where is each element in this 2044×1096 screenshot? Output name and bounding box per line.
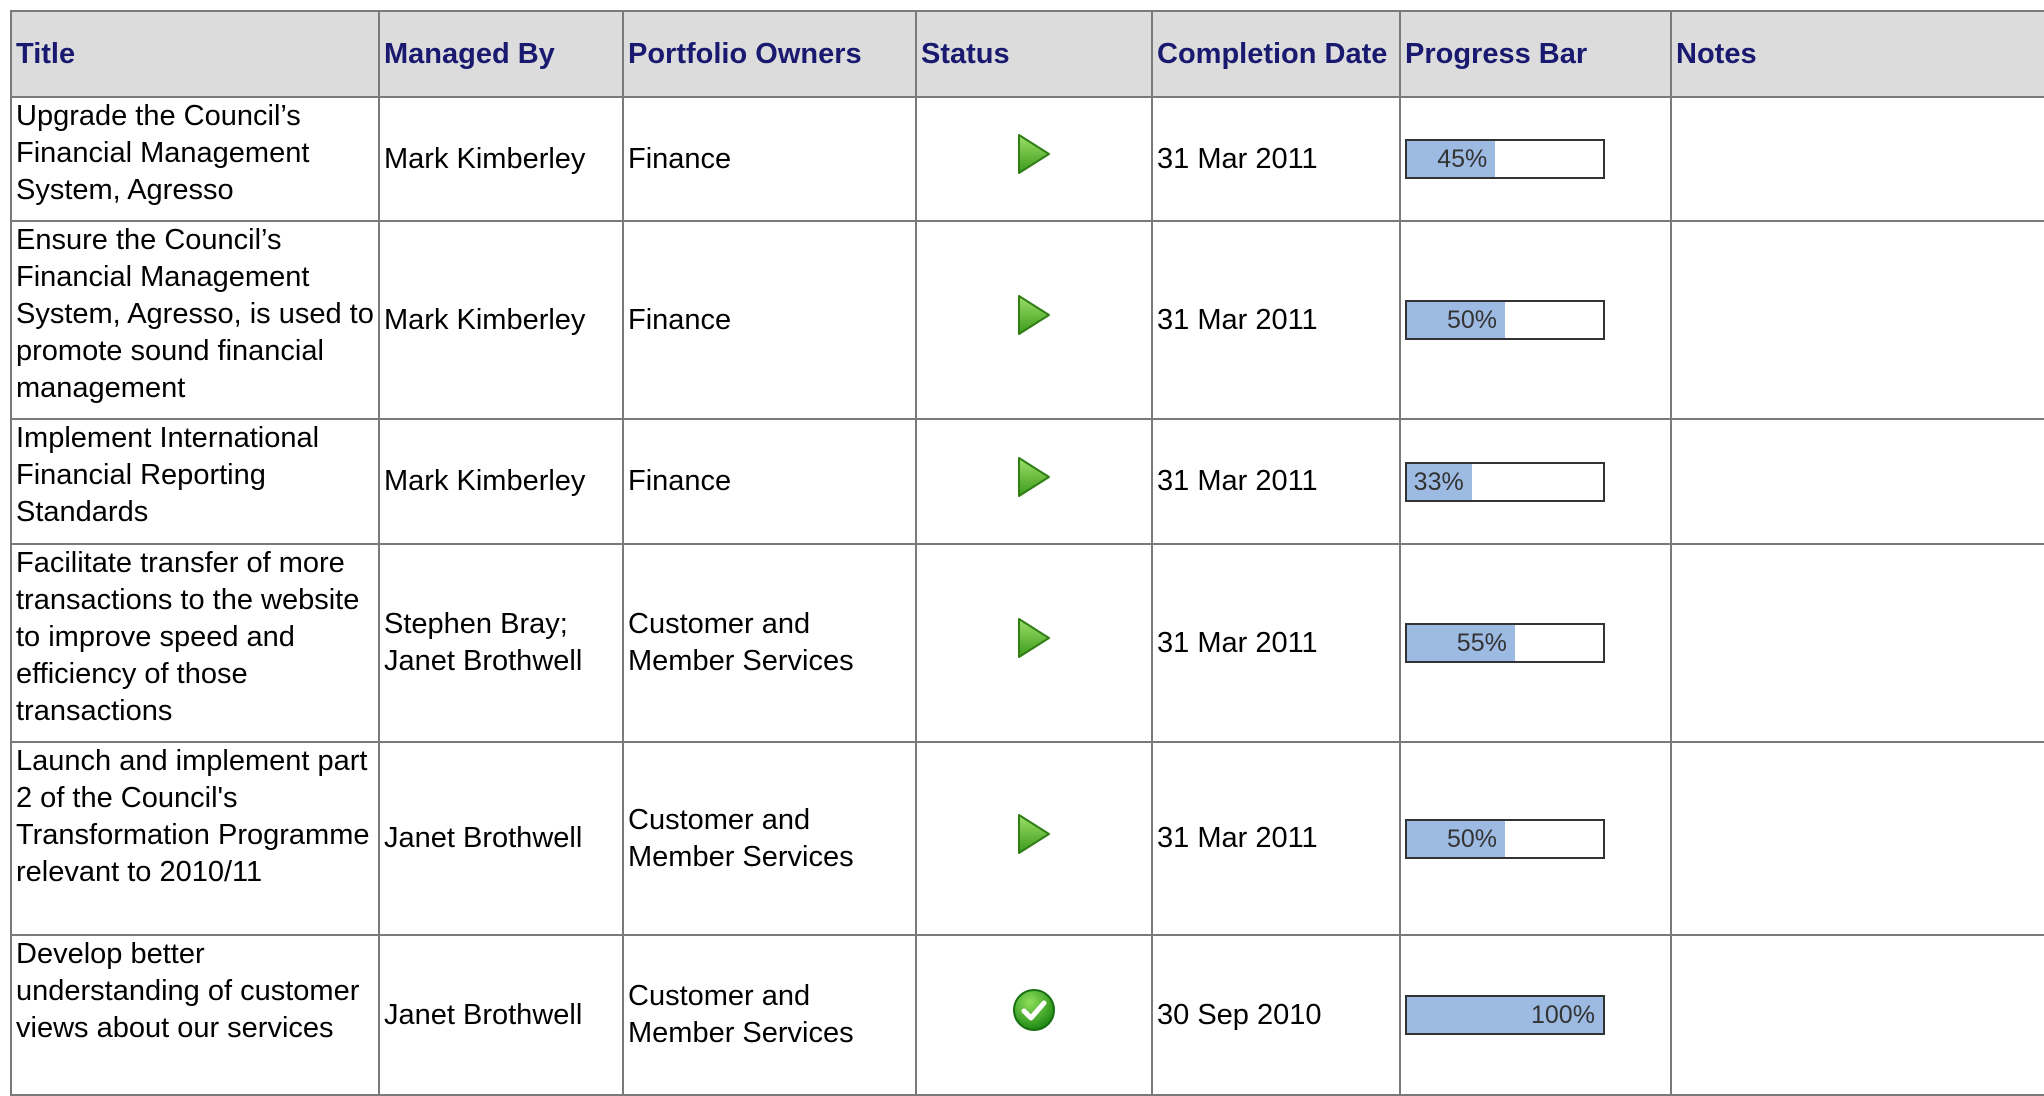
portfolio-cell: Customer and Member Services bbox=[622, 543, 917, 743]
progress-bar: 50% bbox=[1405, 300, 1605, 340]
progress-label: 45% bbox=[1437, 145, 1488, 173]
status-icon bbox=[1013, 989, 1055, 1031]
notes-cell bbox=[1670, 96, 2044, 222]
managed-by-cell: Janet Brothwell bbox=[378, 741, 624, 936]
status-icon bbox=[1018, 618, 1050, 658]
title-cell: Develop better understanding of customer… bbox=[10, 934, 380, 1096]
portfolio-cell: Finance bbox=[622, 220, 917, 420]
progress-bar: 55% bbox=[1405, 623, 1605, 663]
column-header: Portfolio Owners bbox=[622, 10, 917, 98]
notes-cell bbox=[1670, 934, 2044, 1096]
table-row: Implement International Financial Report… bbox=[10, 418, 2044, 545]
portfolio-cell: Finance bbox=[622, 418, 917, 545]
table-row: Facilitate transfer of more transactions… bbox=[10, 543, 2044, 743]
progress-cell: 50% bbox=[1399, 741, 1672, 936]
report-table: Title Managed By Portfolio Owners Status Com… bbox=[10, 10, 2044, 1096]
column-header: Managed By bbox=[378, 10, 624, 98]
column-header: Progress Bar bbox=[1399, 10, 1672, 98]
managed-by-cell: Mark Kimberley bbox=[378, 220, 624, 420]
progress-cell: 100% bbox=[1399, 934, 1672, 1096]
progress-bar: 45% bbox=[1405, 139, 1605, 179]
notes-cell bbox=[1670, 220, 2044, 420]
progress-label: 100% bbox=[1531, 1001, 1595, 1029]
progress-label: 50% bbox=[1447, 306, 1498, 334]
progress-label: 33% bbox=[1413, 467, 1464, 496]
status-icon bbox=[1018, 134, 1050, 174]
notes-cell bbox=[1670, 418, 2044, 545]
managed-by-cell: Stephen Bray; Janet Brothwell bbox=[378, 543, 624, 743]
portfolio-cell: Customer and Member Services bbox=[622, 934, 917, 1096]
title-cell: Implement International Financial Report… bbox=[10, 418, 380, 545]
date-cell: 31 Mar 2011 bbox=[1151, 741, 1401, 936]
status-cell bbox=[915, 418, 1153, 545]
portfolio-cell: Customer and Member Services bbox=[622, 741, 917, 936]
column-header: Notes bbox=[1670, 10, 2044, 98]
progress-fill bbox=[1407, 141, 1496, 177]
table-row: Launch and implement part 2 of the Counc… bbox=[10, 741, 2044, 936]
table-row: Upgrade the Council’s Financial Manageme… bbox=[10, 96, 2044, 222]
title-cell: Upgrade the Council’s Financial Manageme… bbox=[10, 96, 380, 222]
progress-cell: 50% bbox=[1399, 220, 1672, 420]
column-header: Completion Date bbox=[1151, 10, 1401, 98]
status-cell bbox=[915, 96, 1153, 222]
progress-cell: 33% bbox=[1399, 418, 1672, 545]
progress-fill bbox=[1407, 625, 1515, 661]
progress-fill bbox=[1407, 463, 1472, 500]
managed-by-cell: Mark Kimberley bbox=[378, 96, 624, 222]
date-cell: 31 Mar 2011 bbox=[1151, 543, 1401, 743]
column-header: Status bbox=[915, 10, 1153, 98]
status-cell bbox=[915, 220, 1153, 420]
notes-cell bbox=[1670, 741, 2044, 936]
notes-cell bbox=[1670, 543, 2044, 743]
progress-label: 50% bbox=[1447, 824, 1498, 853]
date-cell: 31 Mar 2011 bbox=[1151, 220, 1401, 420]
status-icon bbox=[1018, 456, 1050, 497]
column-header: Title bbox=[10, 10, 380, 98]
table-row: Develop better understanding of customer… bbox=[10, 934, 2044, 1096]
status-icon bbox=[1018, 813, 1050, 854]
title-cell: Ensure the Council’s Financial Managemen… bbox=[10, 220, 380, 420]
progress-bar: 50% bbox=[1405, 818, 1605, 859]
portfolio-cell: Finance bbox=[622, 96, 917, 222]
title-cell: Facilitate transfer of more transactions… bbox=[10, 543, 380, 743]
progress-fill bbox=[1407, 302, 1505, 338]
progress-cell: 45% bbox=[1399, 96, 1672, 222]
progress-bar: 33% bbox=[1405, 461, 1605, 502]
status-cell bbox=[915, 741, 1153, 936]
date-cell: 30 Sep 2010 bbox=[1151, 934, 1401, 1096]
date-cell: 31 Mar 2011 bbox=[1151, 96, 1401, 222]
managed-by-cell: Janet Brothwell bbox=[378, 934, 624, 1096]
progress-cell: 55% bbox=[1399, 543, 1672, 743]
managed-by-cell: Mark Kimberley bbox=[378, 418, 624, 545]
progress-fill bbox=[1407, 820, 1505, 857]
table-body: Upgrade the Council’s Financial Manageme… bbox=[10, 96, 2044, 1096]
progress-bar: 100% bbox=[1405, 995, 1605, 1035]
date-cell: 31 Mar 2011 bbox=[1151, 418, 1401, 545]
header-row: Title Managed By Portfolio Owners Status Com… bbox=[10, 10, 2044, 98]
progress-fill bbox=[1407, 997, 1603, 1033]
status-icon bbox=[1018, 295, 1050, 335]
progress-label: 55% bbox=[1456, 629, 1507, 657]
table-row: Ensure the Council’s Financial Managemen… bbox=[10, 220, 2044, 420]
title-cell: Launch and implement part 2 of the Counc… bbox=[10, 741, 380, 936]
status-cell bbox=[915, 934, 1153, 1096]
status-cell bbox=[915, 543, 1153, 743]
